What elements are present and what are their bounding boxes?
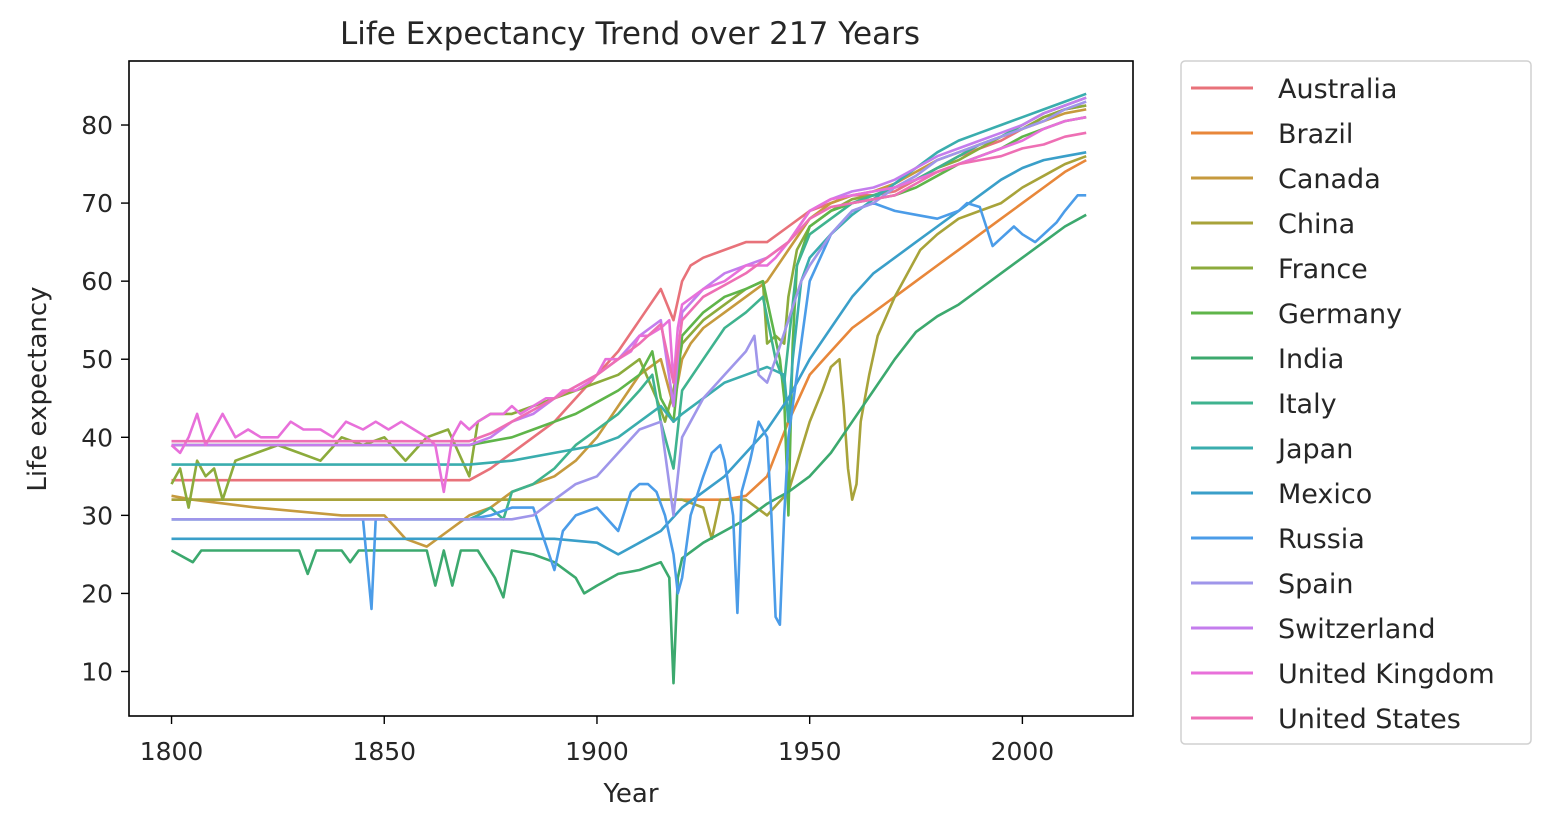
legend-label-india: India xyxy=(1278,344,1344,375)
y-tick-label: 80 xyxy=(81,111,113,140)
plot-lines xyxy=(170,92,1087,685)
legend-label-spain: Spain xyxy=(1278,569,1353,600)
y-axis: 10 20 30 40 50 60 70 80 xyxy=(81,111,129,687)
series-line-mexico xyxy=(171,151,1087,556)
legend-label-mexico: Mexico xyxy=(1278,479,1372,510)
legend-label-canada: Canada xyxy=(1278,164,1381,195)
y-axis-label: Life expectancy xyxy=(23,286,53,491)
series-line-switzerland xyxy=(171,96,1087,447)
legend-label-russia: Russia xyxy=(1278,524,1365,555)
series-line-united-kingdom xyxy=(170,115,1087,494)
x-tick-label: 1900 xyxy=(565,737,629,766)
legend-frame xyxy=(1180,60,1532,745)
x-tick-label: 1800 xyxy=(140,737,204,766)
series-line-china xyxy=(171,154,1087,541)
y-tick-label: 50 xyxy=(81,345,113,374)
series-line-united-states xyxy=(171,131,1087,443)
legend-label-united-states: United States xyxy=(1278,704,1461,735)
y-tick-label: 10 xyxy=(81,658,113,687)
legend-label-france: France xyxy=(1278,254,1368,285)
legend-label-japan: Japan xyxy=(1276,434,1353,465)
legend-label-united-kingdom: United Kingdom xyxy=(1278,659,1495,690)
legend-label-italy: Italy xyxy=(1278,389,1337,420)
legend-label-switzerland: Switzerland xyxy=(1278,614,1436,645)
series-line-russia xyxy=(171,194,1087,626)
y-tick-label: 30 xyxy=(81,501,113,530)
x-tick-label: 1850 xyxy=(352,737,416,766)
legend-label-germany: Germany xyxy=(1278,299,1402,330)
plot-frame xyxy=(128,60,1134,717)
x-tick-label: 2000 xyxy=(991,737,1055,766)
series-line-brazil xyxy=(171,158,1087,501)
series-line-india xyxy=(170,213,1087,685)
legend-label-china: China xyxy=(1278,209,1355,240)
y-tick-label: 40 xyxy=(81,423,113,452)
series-line-france xyxy=(170,104,1087,509)
y-tick-label: 70 xyxy=(81,189,113,218)
legend-label-australia: Australia xyxy=(1278,74,1397,105)
legend-label-brazil: Brazil xyxy=(1278,119,1353,150)
y-tick-label: 60 xyxy=(81,267,113,296)
series-line-spain xyxy=(171,100,1087,521)
legend: Australia Brazil Canada China France Germany I… xyxy=(1180,60,1532,745)
series-line-japan xyxy=(171,92,1087,466)
chart-title: Life Expectancy Trend over 217 Years xyxy=(340,16,920,52)
y-tick-label: 20 xyxy=(81,579,113,608)
x-tick-label: 1950 xyxy=(778,737,842,766)
series-line-italy xyxy=(171,96,1087,521)
x-axis: 1800 1850 1900 1950 2000 xyxy=(140,716,1054,766)
x-axis-label: Year xyxy=(602,779,658,809)
